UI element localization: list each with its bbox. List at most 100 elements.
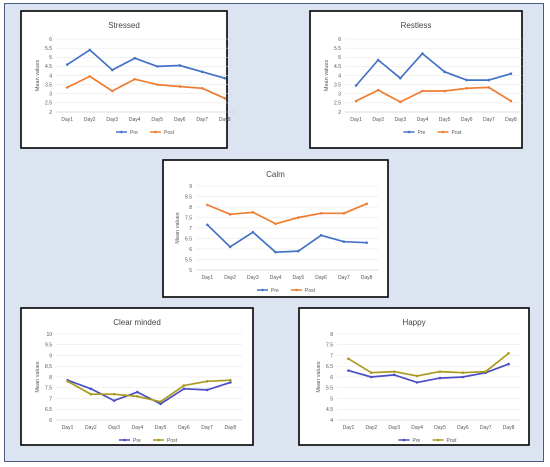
legend-label-post: Post: [167, 438, 178, 444]
x-tick-label: Day3: [106, 117, 118, 123]
data-point-pre: [182, 387, 186, 391]
series-line-pre: [67, 379, 231, 405]
legend-marker-pre: [261, 288, 264, 292]
data-point-post: [342, 212, 346, 215]
y-tick-label: 8: [330, 332, 333, 338]
data-point-pre: [342, 240, 346, 243]
series-line-post: [66, 75, 226, 100]
data-point-post: [206, 203, 209, 207]
x-tick-label: Day1: [350, 117, 362, 123]
legend-label-post: Post: [447, 438, 458, 444]
y-tick-label: 4.5: [45, 64, 52, 70]
data-point-pre: [274, 250, 277, 254]
x-tick-label: Day5: [434, 425, 446, 431]
data-point-pre: [159, 402, 162, 406]
x-tick-label: Day4: [129, 117, 141, 123]
data-point-pre: [487, 78, 491, 82]
data-point-post: [229, 378, 232, 382]
legend-marker-pre: [123, 438, 126, 442]
legend-marker-pre: [120, 130, 123, 134]
series-line-post: [347, 352, 510, 377]
x-tick-label: Day3: [247, 275, 259, 281]
data-point-post: [399, 100, 402, 104]
y-tick-label: 6: [189, 247, 192, 253]
y-tick-label: 4.5: [326, 407, 333, 413]
y-tick-label: 5.5: [185, 257, 192, 263]
y-tick-label: 6: [338, 37, 341, 43]
chart-panel: [162, 159, 389, 298]
y-tick-label: 7: [49, 396, 52, 402]
y-tick-label: 6: [330, 375, 333, 381]
y-tick-label: 5.5: [326, 386, 333, 392]
data-point-post: [354, 99, 358, 103]
data-point-pre: [251, 230, 255, 234]
series-line-pre: [66, 49, 226, 80]
data-point-pre: [178, 64, 182, 67]
y-tick-label: 7: [189, 226, 192, 232]
data-point-post: [365, 202, 368, 206]
y-axis-label: Mean values: [175, 212, 181, 243]
data-point-post: [133, 77, 137, 81]
series-line-pre: [206, 224, 367, 254]
legend-label-post: Post: [452, 130, 463, 136]
x-tick-label: Day3: [108, 425, 120, 431]
data-point-post: [421, 89, 424, 93]
y-tick-label: 7.5: [326, 343, 333, 349]
x-tick-label: Day2: [365, 425, 377, 431]
data-point-pre: [136, 390, 139, 394]
legend-marker-post: [295, 288, 298, 292]
data-point-pre: [421, 52, 424, 55]
data-point-pre: [229, 381, 232, 384]
data-point-pre: [399, 76, 402, 80]
data-point-pre: [507, 362, 510, 366]
data-point-pre: [365, 241, 368, 244]
legend-label-post: Post: [305, 288, 316, 294]
data-point-pre: [205, 388, 209, 392]
data-point-post: [443, 89, 446, 93]
data-point-pre: [133, 56, 137, 60]
data-point-post: [251, 210, 255, 214]
data-point-post: [376, 88, 380, 92]
y-tick-label: 3: [49, 92, 52, 98]
y-tick-label: 5: [49, 55, 52, 61]
data-point-pre: [415, 381, 419, 384]
chart-restless: Restless 2 2.5 3 3.5 4 4.5 5 5.5 6 Day1 Day2 Day3 Day…: [309, 10, 523, 149]
y-tick-label: 6: [49, 418, 52, 424]
data-point-pre: [206, 223, 209, 227]
x-tick-label: Day2: [84, 117, 96, 123]
data-point-post: [509, 99, 513, 103]
x-tick-label: Day3: [394, 117, 406, 123]
data-point-pre: [65, 63, 69, 66]
legend-marker-pre: [407, 130, 411, 134]
data-point-pre: [88, 48, 92, 52]
y-tick-label: 3.5: [45, 82, 52, 88]
y-tick-label: 10: [46, 332, 52, 338]
x-tick-label: Day8: [219, 117, 231, 123]
data-point-pre: [370, 375, 373, 379]
data-point-post: [66, 380, 69, 383]
x-tick-label: Day5: [293, 275, 305, 281]
series-line-post: [207, 203, 367, 225]
data-point-pre: [354, 84, 358, 87]
x-tick-label: Day5: [151, 117, 163, 123]
data-point-post: [297, 216, 300, 219]
data-point-pre: [509, 72, 513, 75]
data-point-pre: [155, 65, 159, 68]
chart-title: Stressed: [108, 21, 140, 30]
y-tick-label: 5: [189, 268, 192, 274]
y-tick-label: 3: [338, 92, 341, 98]
y-tick-label: 9.5: [45, 343, 52, 349]
chart-title: Clear minded: [113, 318, 161, 327]
data-point-post: [347, 357, 350, 361]
chart-title: Calm: [266, 170, 285, 179]
y-tick-label: 4: [338, 73, 341, 79]
data-point-post: [370, 371, 373, 375]
y-tick-label: 9: [49, 353, 52, 359]
chart-clear-minded: Clear minded 6 6.5 7 7.5 8 8.5 9 9.5 10 Day1 Day2 Da…: [20, 307, 254, 446]
data-point-post: [415, 374, 419, 378]
data-point-post: [112, 392, 116, 396]
chart-stressed: Stressed 2 2.5 3 3.5 4 4.5 5 5.5 6 Day1 Day2 Day3 Day…: [20, 10, 236, 149]
data-point-pre: [392, 373, 396, 377]
data-point-post: [484, 370, 487, 373]
